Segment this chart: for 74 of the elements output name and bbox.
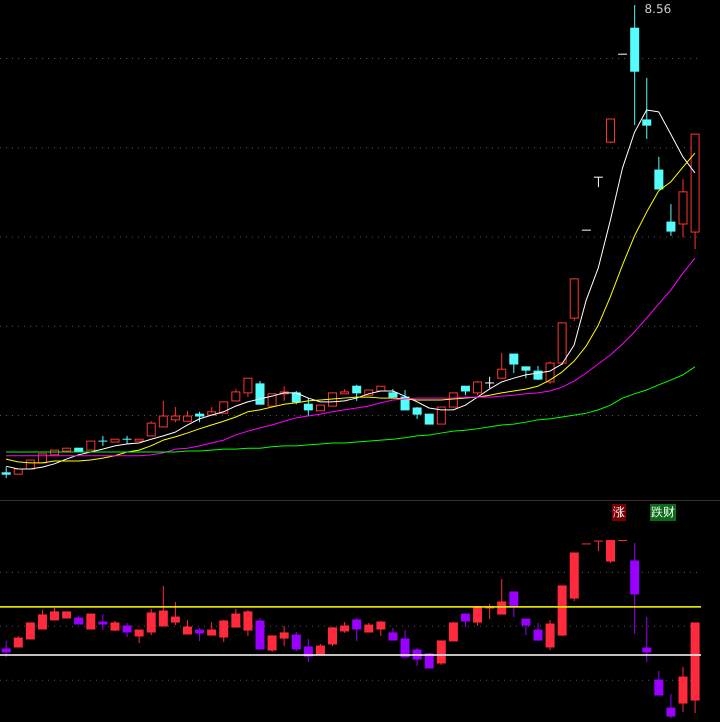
candlestick — [436, 640, 446, 666]
candlestick — [268, 393, 277, 407]
candlestick — [146, 608, 156, 636]
candlestick — [412, 406, 422, 420]
candlestick — [182, 619, 192, 634]
candlestick — [2, 640, 11, 658]
text: 跌财 — [650, 504, 676, 521]
candlestick — [292, 632, 301, 652]
candlestick — [484, 376, 495, 389]
candlestick — [546, 619, 555, 651]
candlestick — [158, 400, 168, 428]
candlestick — [509, 591, 518, 618]
candlestick — [243, 378, 252, 398]
candlestick — [521, 366, 530, 379]
candlestick — [388, 627, 398, 641]
candlestick — [134, 630, 144, 644]
candlestick — [642, 77, 652, 140]
candlestick — [256, 380, 264, 405]
candlestick — [521, 618, 530, 636]
candlestick — [122, 622, 132, 638]
candlestick — [26, 622, 35, 640]
candlestick — [666, 693, 676, 718]
candlestick — [268, 635, 277, 652]
candlestick — [606, 540, 615, 564]
candlestick — [654, 156, 664, 190]
candlestick — [424, 414, 434, 425]
candlestick — [593, 176, 604, 188]
candlestick — [219, 619, 228, 642]
candlestick — [497, 352, 506, 379]
candlestick — [98, 435, 108, 446]
candlestick — [231, 388, 240, 402]
candlestick — [460, 614, 470, 628]
candlestick — [473, 380, 482, 396]
candlestick — [158, 585, 168, 626]
candlestick — [316, 643, 325, 654]
candlestick — [533, 622, 542, 642]
candlestick — [280, 625, 289, 647]
candlestick — [448, 622, 458, 642]
candlestick — [593, 540, 604, 552]
annotation: 8.56 — [644, 2, 672, 16]
candlestick — [509, 354, 518, 374]
candlestick — [182, 410, 192, 422]
candlestick — [110, 620, 120, 632]
candlestick — [170, 601, 180, 626]
candlestick — [606, 118, 615, 144]
candlestick — [654, 670, 664, 696]
candlestick — [642, 616, 652, 662]
candlestick — [352, 617, 362, 642]
candlestick — [231, 608, 240, 628]
candlestick — [195, 627, 204, 642]
candlestick — [340, 622, 350, 634]
candlestick — [533, 365, 542, 381]
candlestick — [436, 406, 446, 425]
candlestick — [146, 420, 156, 436]
candlestick — [484, 604, 495, 620]
candlestick — [14, 635, 23, 648]
candlestick — [304, 398, 313, 417]
candlestick — [352, 384, 362, 402]
candlestick — [207, 622, 216, 636]
candlestick — [424, 652, 434, 668]
candlestick — [666, 204, 676, 236]
candlestick — [170, 406, 180, 423]
candlestick — [50, 607, 60, 620]
candlestick — [364, 622, 374, 633]
text: 涨 — [612, 504, 626, 521]
candlestick — [376, 620, 386, 636]
candlestick — [98, 614, 108, 631]
candlestick — [86, 614, 96, 630]
candlestick — [328, 626, 338, 647]
candlestick — [38, 609, 47, 630]
candlestick — [400, 630, 410, 658]
candlestick — [400, 390, 410, 410]
candlestick — [195, 411, 204, 423]
candlestick — [243, 609, 252, 636]
